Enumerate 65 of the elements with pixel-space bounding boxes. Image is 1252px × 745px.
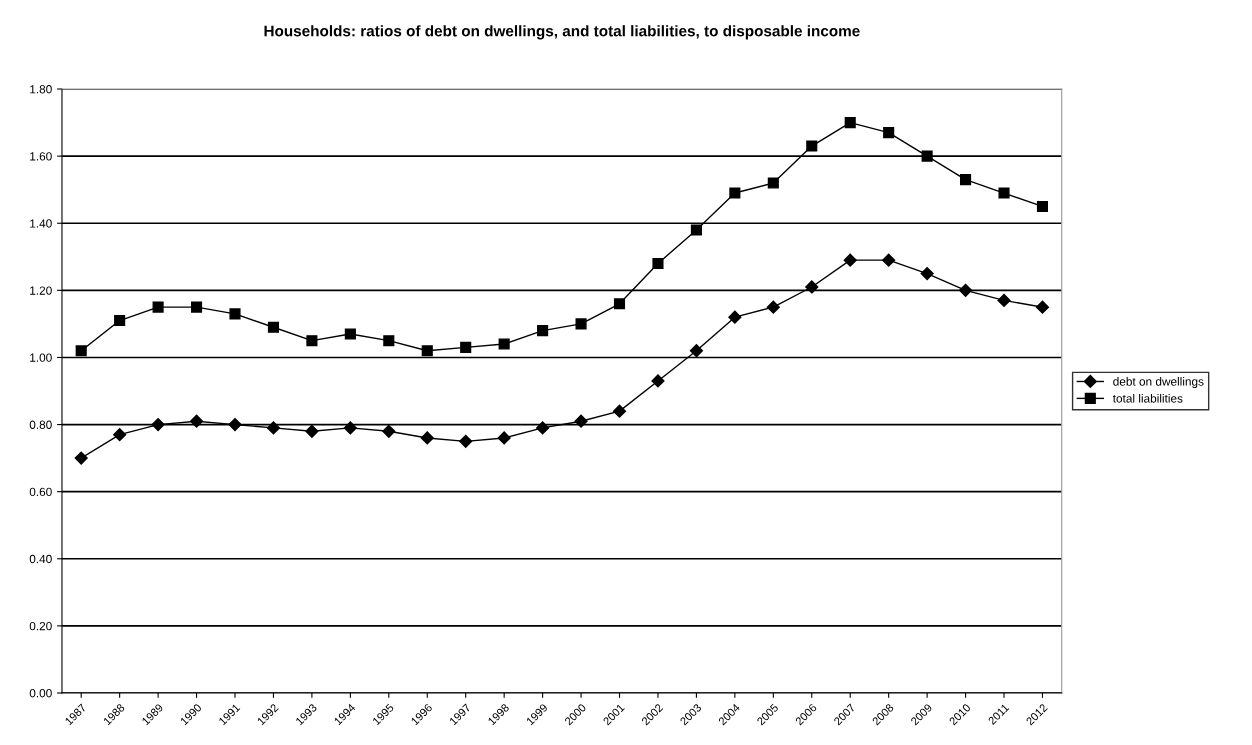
y-tick-label: 1.80: [30, 85, 52, 94]
point: [267, 321, 280, 333]
point: [498, 338, 510, 350]
point: [1035, 300, 1050, 314]
legend-label: total liabilities: [1112, 393, 1183, 403]
point: [805, 280, 819, 294]
point: [651, 374, 665, 388]
point: [998, 187, 1010, 199]
point: [882, 253, 896, 267]
point: [574, 414, 588, 428]
point: [229, 308, 241, 320]
y-tick-label: 0.40: [29, 554, 52, 564]
point: [74, 451, 88, 465]
point: [114, 314, 126, 327]
point: [152, 301, 164, 313]
point: [306, 335, 318, 347]
point: [113, 428, 127, 442]
point: [883, 127, 895, 139]
legend-label: debt on dwellings: [1113, 377, 1204, 389]
point: [575, 318, 587, 330]
point: [228, 417, 242, 432]
point: [75, 345, 87, 357]
point: [690, 224, 702, 236]
y-tick-label: 0.60: [29, 487, 52, 497]
point: [960, 174, 972, 186]
point: [382, 424, 396, 438]
point: [344, 328, 356, 340]
y-tick-label: 0.20: [29, 621, 52, 631]
point: [844, 117, 856, 129]
point: [920, 266, 934, 281]
point: [613, 298, 626, 310]
point: [383, 335, 395, 347]
point: [921, 150, 933, 162]
point: [689, 344, 704, 358]
point: [536, 421, 550, 435]
point: [459, 434, 473, 448]
point: [652, 257, 664, 270]
point: [767, 177, 779, 189]
point: [151, 417, 165, 432]
chart-title: Households: ratios of debt on dwellings, and total liabilities, to disposable income: [264, 25, 860, 40]
y-tick-label: 0.80: [29, 420, 52, 429]
point: [537, 325, 549, 337]
y-tick-label: 1.20: [30, 286, 52, 295]
point: [728, 310, 742, 324]
y-tick-label: 1.60: [30, 152, 52, 161]
point: [729, 187, 741, 199]
point: [612, 404, 627, 418]
point: [190, 301, 203, 313]
point: [497, 431, 511, 445]
point: [460, 341, 472, 353]
point: [997, 293, 1011, 308]
y-tick-label: 1.40: [30, 219, 52, 228]
y-tick-label: 1.00: [30, 353, 52, 362]
point: [189, 414, 204, 428]
point: [766, 300, 780, 314]
point: [420, 431, 434, 445]
point: [843, 253, 857, 267]
point: [806, 140, 818, 152]
point: [1036, 200, 1049, 213]
point: [421, 345, 433, 357]
y-tick-label: 0.00: [29, 689, 52, 698]
point: [305, 424, 319, 438]
point: [958, 283, 973, 297]
point: [266, 421, 281, 435]
point: [343, 421, 357, 435]
